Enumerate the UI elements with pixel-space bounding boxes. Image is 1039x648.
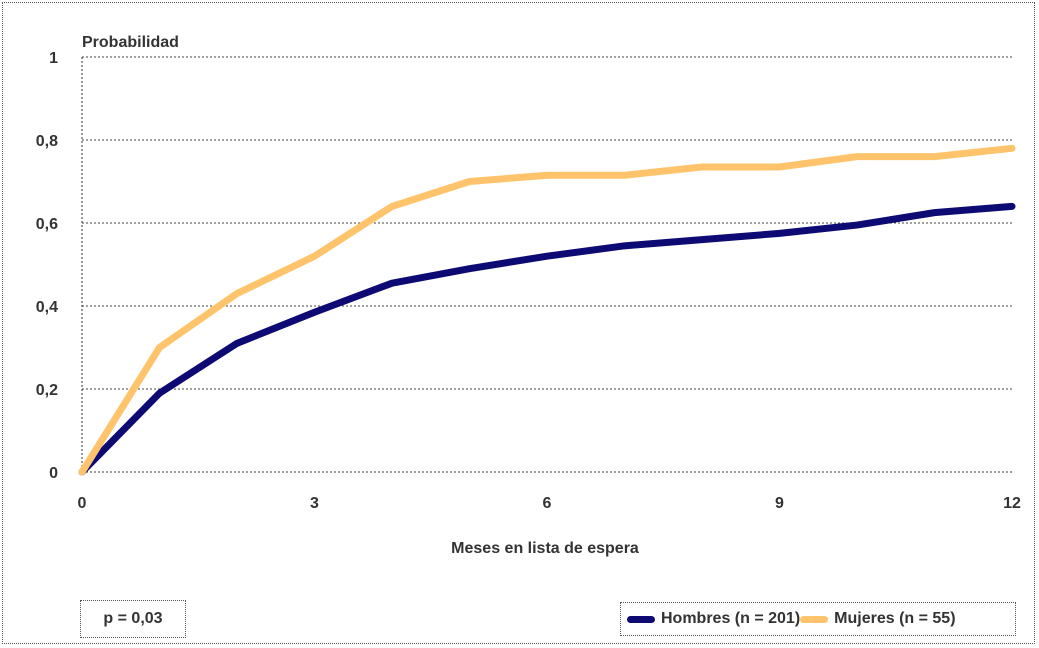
legend: Hombres (n = 201) Mujeres (n = 55)	[620, 602, 1016, 636]
legend-swatch-hombres	[627, 615, 655, 623]
p-value-note: p = 0,03	[80, 600, 186, 638]
x-tick-label: 3	[310, 495, 319, 512]
legend-label-mujeres: Mujeres (n = 55)	[834, 610, 956, 627]
y-axis-label: Probabilidad	[82, 34, 179, 51]
y-tick-label: 0,2	[36, 382, 58, 399]
x-tick-label: 0	[78, 495, 87, 512]
x-tick-label: 12	[1003, 495, 1021, 512]
x-tick-label: 6	[543, 495, 552, 512]
x-axis-label: Meses en lista de espera	[451, 540, 639, 557]
y-tick-label: 0,6	[36, 216, 58, 233]
p-value-text: p = 0,03	[103, 610, 163, 627]
y-tick-label: 0,8	[36, 133, 58, 150]
series-line-mujeres	[78, 144, 1016, 476]
grid-lines	[82, 56, 1012, 390]
legend-item-mujeres: Mujeres (n = 55)	[800, 610, 956, 628]
series-lines	[78, 144, 1016, 476]
x-tick-label: 9	[775, 495, 784, 512]
y-tick-labels: 0 0,2 0,4 0,6 0,8 1	[36, 50, 58, 482]
legend-item-hombres: Hombres (n = 201)	[627, 610, 800, 628]
x-tick-labels: 0 3 6 9 12	[78, 495, 1021, 512]
y-tick-label: 0	[49, 465, 58, 482]
legend-swatch-mujeres	[800, 615, 829, 623]
y-tick-label: 0,4	[36, 299, 58, 316]
legend-label-hombres: Hombres (n = 201)	[661, 610, 801, 627]
y-tick-label: 1	[49, 50, 58, 67]
series-line-hombres	[78, 202, 1016, 476]
axes	[81, 57, 1012, 473]
